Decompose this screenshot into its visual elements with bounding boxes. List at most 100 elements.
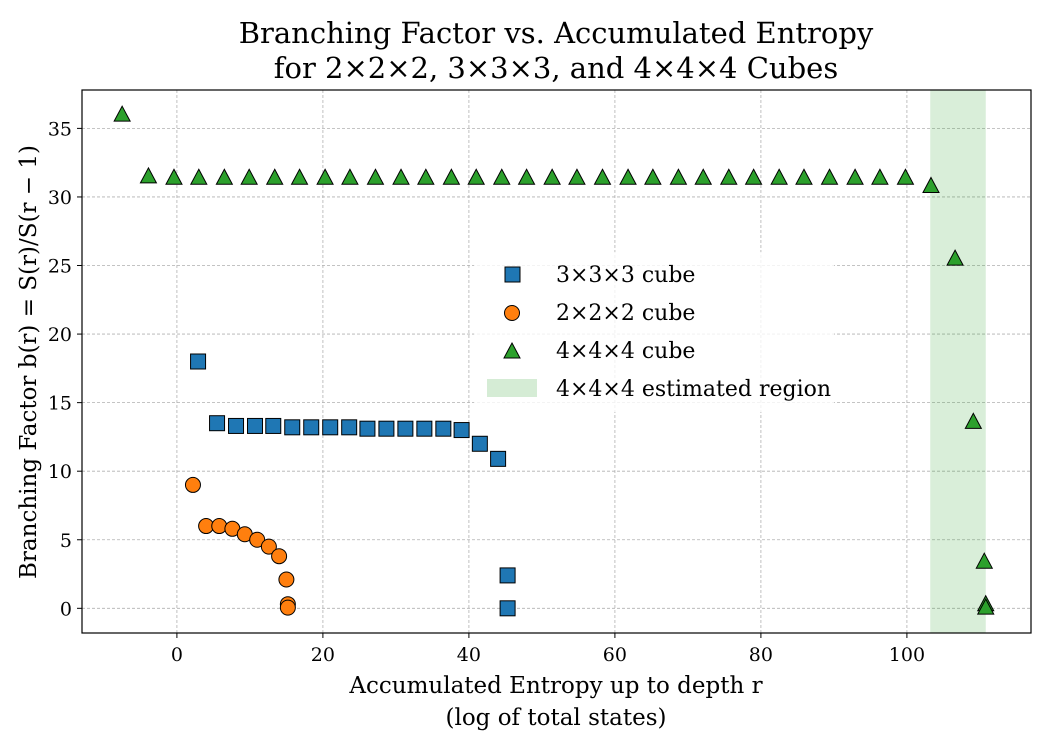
point-3x3x3 [499,567,516,584]
point-4x4x4 [744,168,763,185]
point-3x3x3 [397,420,414,437]
point-4x4x4 [366,168,385,185]
series-layer [113,105,995,617]
y-tick-label: 5 [60,530,72,552]
point-3x3x3 [490,450,507,467]
point-4x4x4 [795,168,813,185]
point-3x3x3 [247,417,264,434]
point-4x4x4 [946,249,964,266]
chart-title-line-1: Branching Factor vs. Accumulated Entropy [239,16,874,50]
point-4x4x4 [467,168,486,185]
point-3x3x3 [228,417,245,434]
point-2x2x2 [278,571,295,588]
point-2x2x2 [211,518,228,535]
chart-title-line-2: for 2×2×2, 3×3×3, and 4×4×4 Cubes [274,51,838,85]
point-4x4x4 [694,168,713,185]
x-tick-label: 40 [457,644,481,666]
y-axis-label: Branching Factor b(r) = S(r)/S(r − 1) [16,145,42,579]
y-tick-label: 0 [60,598,72,620]
point-4x4x4 [316,168,334,185]
series-circle [184,476,296,616]
point-4x4x4 [165,168,183,185]
shaded-region-layer [930,90,986,633]
point-4x4x4 [113,105,131,122]
point-4x4x4 [265,168,284,185]
point-4x4x4 [922,176,940,193]
point-4x4x4 [543,168,561,185]
point-3x3x3 [499,600,516,617]
y-tick-label: 25 [48,256,72,278]
point-3x3x3 [209,415,226,432]
x-tick-label: 20 [311,644,335,666]
point-4x4x4 [189,168,208,185]
legend: 3×3×3 cube 2×2×2 cube 4×4×4 cube 4×4×4 e… [474,252,834,412]
point-4x4x4 [975,552,994,569]
point-4x4x4 [240,168,259,185]
point-3x3x3 [416,420,433,437]
point-4x4x4 [290,168,309,185]
point-4x4x4 [492,168,511,185]
point-4x4x4 [669,168,688,185]
point-2x2x2 [249,531,266,548]
point-4x4x4 [416,168,435,185]
point-2x2x2 [271,548,288,565]
point-4x4x4 [896,168,915,185]
legend-label-2x2x2: 2×2×2 cube [556,301,695,326]
legend-marker-4x4x4 [503,341,521,359]
point-3x3x3 [471,435,488,452]
point-3x3x3 [378,420,395,437]
legend-marker-3x3x3 [504,266,521,283]
legend-marker-2x2x2 [504,305,520,321]
legend-label-4x4x4: 4×4×4 cube [556,339,695,364]
series-triangle [113,105,995,615]
y-tick-label: 20 [48,324,72,346]
point-4x4x4 [593,168,612,185]
point-4x4x4 [392,168,410,185]
y-tick-label: 30 [48,187,72,209]
series-square [190,353,516,617]
estimated-region-band [930,90,986,633]
point-2x2x2 [184,476,201,493]
point-3x3x3 [435,420,452,437]
x-tick-label: 0 [171,644,183,666]
point-3x3x3 [322,419,339,436]
ticks: 0 20 40 60 80 100 0 5 10 15 20 25 30 35 [48,118,925,666]
legend-background [474,252,834,412]
point-4x4x4 [215,168,234,185]
x-tick-label: 60 [603,644,627,666]
point-4x4x4 [820,168,839,185]
point-4x4x4 [568,168,586,185]
point-3x3x3 [303,419,320,436]
point-4x4x4 [517,168,536,185]
point-4x4x4 [846,168,864,185]
x-tick-label: 80 [749,644,773,666]
point-4x4x4 [442,168,461,185]
y-tick-label: 15 [48,393,72,415]
point-3x3x3 [265,417,282,434]
point-3x3x3 [190,353,207,370]
point-4x4x4 [871,168,889,185]
x-tick-label: 100 [889,644,925,666]
point-2x2x2 [279,599,296,616]
point-3x3x3 [453,422,470,439]
point-3x3x3 [284,419,301,436]
plot-frame [81,89,1032,634]
point-4x4x4 [719,168,738,185]
y-tick-label: 35 [48,118,72,140]
point-4x4x4 [341,168,359,185]
x-axis-label-line-2: (log of total states) [446,705,667,731]
point-4x4x4 [644,168,662,185]
y-tick-label: 10 [48,461,72,483]
point-4x4x4 [139,166,158,184]
point-3x3x3 [359,420,376,437]
point-4x4x4 [770,168,788,185]
legend-marker-estimated-region [487,379,537,397]
point-4x4x4 [964,412,983,429]
point-3x3x3 [341,419,358,436]
legend-label-3x3x3: 3×3×3 cube [556,263,695,288]
point-4x4x4 [976,598,995,615]
x-axis-label-line-1: Accumulated Entropy up to depth r [348,673,762,699]
point-4x4x4 [619,168,637,185]
legend-label-estimated-region: 4×4×4 estimated region [556,377,831,402]
